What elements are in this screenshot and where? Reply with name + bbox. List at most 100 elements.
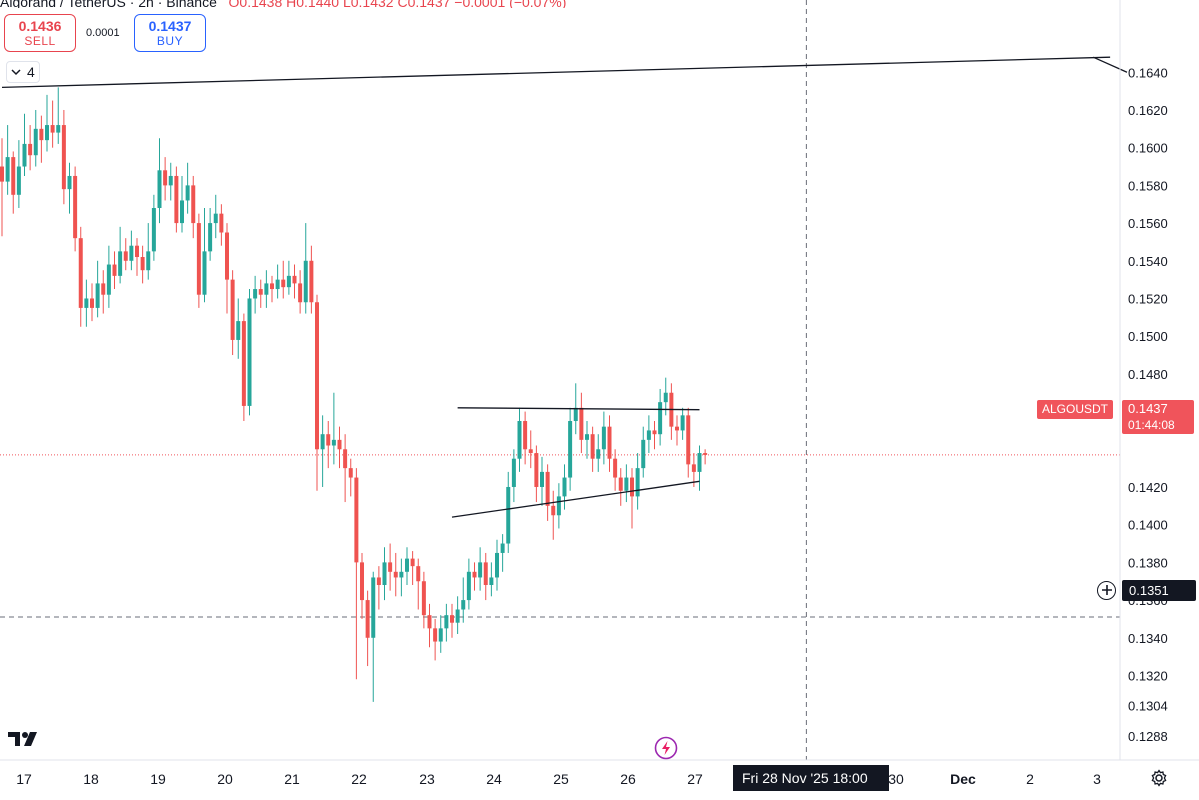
candle-body: [534, 453, 539, 487]
time-tick-label: 22: [351, 771, 367, 787]
candle-body: [466, 571, 471, 601]
trendline: [457, 407, 700, 411]
candle-body: [33, 128, 38, 156]
candle-body: [596, 449, 601, 459]
candle-body: [73, 175, 78, 239]
indicators-count: 4: [27, 64, 35, 80]
candle-body: [315, 302, 319, 450]
candle-body: [90, 298, 94, 308]
time-tick-label: 18: [83, 771, 99, 787]
candle-body: [438, 628, 443, 642]
candle-body: [675, 426, 679, 431]
candle-body: [264, 283, 269, 295]
price-tick-label: 0.1340: [1128, 631, 1168, 646]
candle-body: [67, 175, 72, 190]
candle-body: [444, 615, 449, 629]
candlesticks: [0, 87, 708, 702]
price-tick-label: 0.1320: [1128, 668, 1168, 683]
candle-body: [236, 321, 241, 340]
last-price-value: 0.1437: [1128, 401, 1168, 416]
candle-body: [427, 615, 432, 629]
candle-body: [500, 543, 505, 553]
candle-body: [495, 552, 499, 578]
candle-body: [528, 449, 533, 454]
time-tick-label: Dec: [950, 771, 976, 787]
time-tick-label: 2: [1026, 771, 1034, 787]
candle-body: [483, 562, 488, 585]
candle-body: [365, 600, 370, 638]
candle-body: [562, 477, 567, 497]
price-tick-label: 0.1500: [1128, 329, 1168, 344]
candle-body: [393, 571, 398, 578]
candle-body: [478, 562, 483, 578]
bar-countdown: 01:44:08: [1128, 418, 1175, 432]
candle-body: [281, 279, 286, 288]
candle-body: [309, 260, 314, 303]
candle-body: [106, 264, 111, 295]
candle-body: [303, 260, 308, 303]
candle-body: [45, 125, 49, 141]
candle-body: [286, 275, 291, 288]
lightning-icon[interactable]: [654, 736, 678, 760]
candle-body: [298, 283, 303, 303]
candle-body: [646, 430, 651, 440]
candle-body: [410, 558, 415, 567]
candle-body: [180, 200, 184, 224]
price-axis: 0.1640 0.1620 0.1600 0.1580 0.1560 0.1540 0.15…: [0, 0, 1199, 761]
candle-body: [540, 471, 544, 487]
candle-body: [213, 213, 218, 224]
candle-body: [112, 264, 117, 276]
candle-body: [585, 434, 589, 440]
candle-body: [28, 143, 33, 156]
candle-body: [191, 185, 196, 224]
candle-body: [230, 279, 235, 340]
candle-body: [652, 430, 657, 435]
candle-body: [56, 125, 61, 133]
candle-body: [270, 283, 274, 290]
trendline: [451, 480, 700, 518]
candle-body: [354, 477, 359, 563]
candle-body: [489, 577, 494, 585]
time-tick-label: 21: [284, 771, 300, 787]
candle-body: [635, 468, 640, 497]
price-tick-label: 0.1520: [1128, 291, 1168, 306]
tradingview-logo-icon: [8, 732, 37, 746]
candle-body: [208, 223, 213, 252]
crosshair-price-label: 0.1351: [1122, 580, 1196, 601]
candle-body: [78, 238, 83, 308]
candle-body: [455, 609, 460, 623]
candle-body: [691, 464, 696, 472]
time-tick-label: 30: [888, 771, 904, 787]
trendline: [1092, 56, 1128, 73]
candle-body: [517, 421, 522, 459]
candle-body: [371, 577, 376, 638]
price-tick-label: 0.1580: [1128, 178, 1168, 193]
candle-body: [556, 496, 561, 516]
plus-icon: [1101, 585, 1112, 595]
gear-icon[interactable]: [1150, 769, 1168, 787]
candle-body: [219, 213, 224, 233]
sell-button[interactable]: 0.1436 SELL: [4, 14, 76, 52]
candle-body: [697, 453, 702, 472]
candle-body: [703, 453, 708, 455]
indicators-toggle[interactable]: 4: [6, 61, 40, 83]
candle-body: [258, 289, 263, 295]
candle-body: [579, 407, 584, 440]
candle-body: [225, 232, 229, 280]
price-tick-label: 0.1288: [1128, 729, 1168, 744]
candle-body: [123, 251, 128, 261]
sell-label: SELL: [24, 33, 56, 48]
price-tick-label: 0.1620: [1128, 103, 1168, 118]
last-price-label: 0.1437 01:44:08: [1122, 400, 1194, 434]
buy-button[interactable]: 0.1437 BUY: [134, 14, 206, 52]
candle-body: [613, 458, 618, 478]
time-tick-label: 17: [16, 771, 32, 787]
candle-body: [624, 477, 629, 491]
add-order-button[interactable]: [1097, 581, 1116, 600]
candle-body: [247, 298, 252, 406]
candle-body: [61, 125, 66, 190]
candle-body: [376, 577, 381, 585]
candle-body: [39, 128, 44, 141]
candle-body: [174, 175, 179, 224]
